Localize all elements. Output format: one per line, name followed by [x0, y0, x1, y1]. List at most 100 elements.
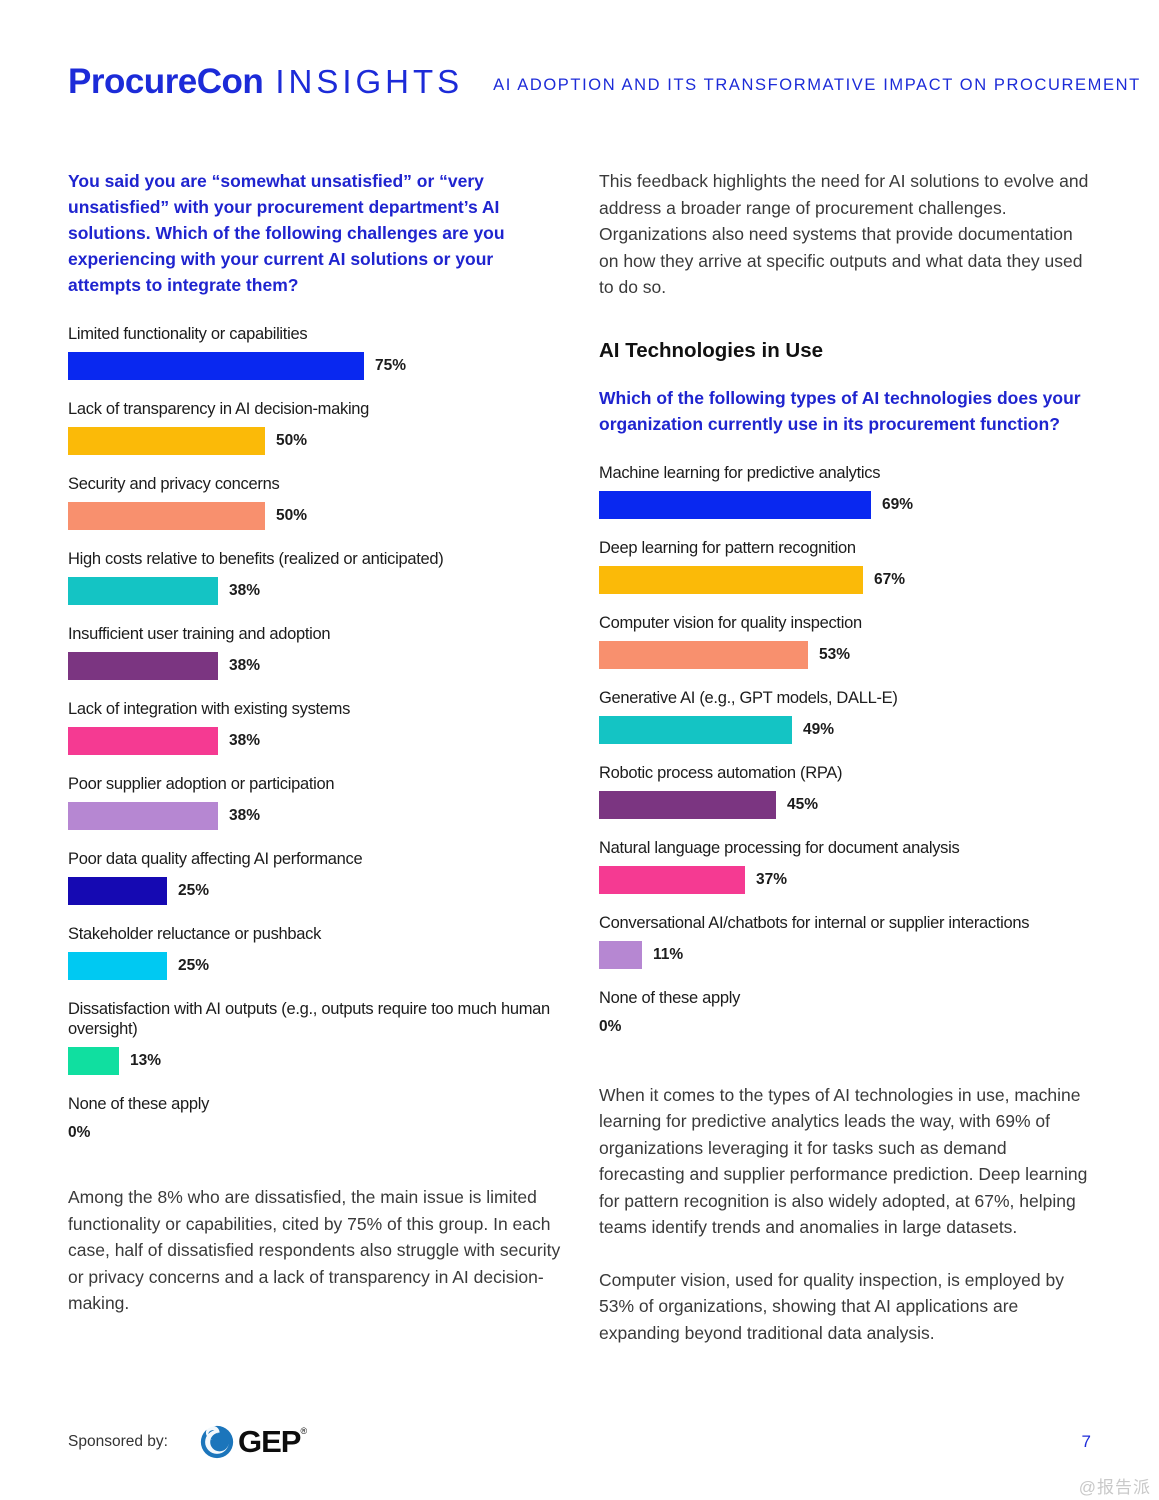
bar-value: 38%: [229, 732, 261, 749]
gep-logo-text: GEP: [237, 1424, 301, 1459]
bar-category-label: Lack of integration with existing system…: [68, 700, 351, 718]
section-title-ai-technologies: AI Technologies in Use: [599, 338, 824, 362]
bar-track: [68, 727, 218, 755]
technologies-summary-paragraph-2: Computer vision, used for quality inspec…: [599, 1269, 1064, 1343]
gep-registered-mark: ®: [300, 1426, 308, 1436]
chart-row: None of these apply 0%: [599, 988, 1091, 1036]
bar-category-label: Insufficient user training and adoption: [68, 625, 331, 643]
right-column: This feedback highlights the need for AI…: [599, 168, 1091, 1346]
bar-value: 38%: [229, 582, 261, 599]
bar-track: [68, 877, 167, 905]
bar-line: 25%: [68, 877, 561, 905]
bar-value: 25%: [178, 882, 210, 899]
bar-value: 69%: [882, 495, 914, 513]
bar-value: 67%: [874, 570, 906, 588]
chart-row: Computer vision for quality inspection 53…: [599, 613, 1091, 669]
bar: [68, 577, 218, 605]
bar: [68, 802, 218, 830]
bar-category-label: Limited functionality or capabilities: [68, 325, 308, 343]
bar-line: 38%: [68, 652, 561, 680]
bar-line: 45%: [599, 790, 1091, 819]
bar-category-label: Security and privacy concerns: [68, 475, 280, 493]
bar-value: 25%: [178, 957, 210, 974]
bar-category-label: Machine learning for predictive analytic…: [599, 463, 881, 482]
survey-question-challenges: You said you are “somewhat unsatisfied” …: [68, 171, 505, 295]
technologies-bar-chart: Machine learning for predictive analytic…: [599, 463, 1091, 1036]
feedback-paragraph: This feedback highlights the need for AI…: [599, 171, 1089, 297]
bar: [68, 1047, 119, 1075]
bar-category-label: Dissatisfaction with AI outputs (e.g., o…: [68, 1000, 550, 1038]
bar-line: 38%: [68, 577, 561, 605]
bar-track: [599, 790, 776, 819]
bar-track: [599, 565, 863, 594]
bar-value: 75%: [375, 357, 407, 374]
bar-category-label: Poor data quality affecting AI performan…: [68, 850, 363, 868]
bar-track: [599, 865, 745, 894]
bar-track: [68, 352, 364, 380]
brand-name: ProcureCon: [68, 62, 264, 101]
bar-track: [68, 427, 265, 455]
bar-value: 37%: [756, 870, 788, 888]
bar-track: [68, 952, 167, 980]
sponsor-block: Sponsored by: GEP ®: [68, 1425, 307, 1459]
bar-track: [68, 1047, 119, 1075]
brand-logo: ProcureCon INSIGHTS: [68, 62, 463, 102]
chart-row: Poor supplier adoption or participation 3…: [68, 774, 561, 830]
chart-row: Natural language processing for document…: [599, 838, 1091, 894]
bar-category-label: Generative AI (e.g., GPT models, DALL-E): [599, 688, 898, 707]
bar: [599, 865, 745, 894]
watermark: @报告派: [1078, 1478, 1151, 1497]
bar-line: 13%: [68, 1047, 561, 1075]
chart-row: None of these apply 0%: [68, 1094, 561, 1142]
bar-value: 0%: [599, 1017, 622, 1035]
bar-line: 37%: [599, 865, 1091, 894]
bar-track: [599, 640, 808, 669]
bar-value: 38%: [229, 657, 261, 674]
bar-track: [68, 802, 218, 830]
bar-track: [599, 715, 792, 744]
left-column: You said you are “somewhat unsatisfied” …: [68, 168, 561, 1346]
report-title: AI ADOPTION AND ITS TRANSFORMATIVE IMPAC…: [493, 75, 1141, 94]
bar-value: 13%: [130, 1052, 162, 1069]
bar-category-label: None of these apply: [68, 1095, 210, 1113]
chart-row: Lack of integration with existing system…: [68, 699, 561, 755]
chart-row: Limited functionality or capabilities 75%: [68, 324, 561, 380]
challenges-summary-paragraph: Among the 8% who are dissatisfied, the m…: [68, 1187, 561, 1313]
chart-row: Deep learning for pattern recognition 67%: [599, 538, 1091, 594]
chart-row: Lack of transparency in AI decision-maki…: [68, 399, 561, 455]
bar-line: 38%: [68, 727, 561, 755]
bar-category-label: Poor supplier adoption or participation: [68, 775, 335, 793]
bar-category-label: Lack of transparency in AI decision-maki…: [68, 400, 370, 418]
gep-logo: GEP ®: [200, 1425, 307, 1459]
bar-line: 53%: [599, 640, 1091, 669]
bar-track: [599, 940, 642, 969]
chart-row: Dissatisfaction with AI outputs (e.g., o…: [68, 999, 561, 1075]
bar: [68, 652, 218, 680]
bar: [68, 352, 364, 380]
bar-category-label: Deep learning for pattern recognition: [599, 538, 856, 557]
challenges-bar-chart: Limited functionality or capabilities 75%…: [68, 324, 561, 1142]
bar-value: 0%: [68, 1124, 91, 1141]
bar-category-label: Computer vision for quality inspection: [599, 613, 862, 632]
sponsored-by-label: Sponsored by:: [68, 1433, 168, 1450]
chart-row: Insufficient user training and adoption 3…: [68, 624, 561, 680]
bar-track: [68, 502, 265, 530]
chart-row: Conversational AI/chatbots for internal …: [599, 913, 1091, 969]
bar-line: 0%: [599, 1016, 1091, 1036]
chart-row: Security and privacy concerns 50%: [68, 474, 561, 530]
chart-row: Generative AI (e.g., GPT models, DALL-E)…: [599, 688, 1091, 744]
page-header: ProcureCon INSIGHTS AI ADOPTION AND ITS …: [0, 0, 1159, 102]
survey-question-technologies: Which of the following types of AI techn…: [599, 387, 1081, 434]
bar-category-label: High costs relative to benefits (realize…: [68, 550, 444, 568]
bar-line: 0%: [68, 1122, 561, 1142]
bar-category-label: Natural language processing for document…: [599, 838, 960, 857]
bar: [599, 565, 863, 594]
bar-value: 38%: [229, 807, 261, 824]
bar-category-label: Stakeholder reluctance or pushback: [68, 925, 322, 943]
bar-category-label: None of these apply: [599, 988, 741, 1007]
bar-track: [599, 490, 871, 519]
bar: [68, 427, 265, 455]
bar-line: 49%: [599, 715, 1091, 744]
bar-line: 38%: [68, 802, 561, 830]
